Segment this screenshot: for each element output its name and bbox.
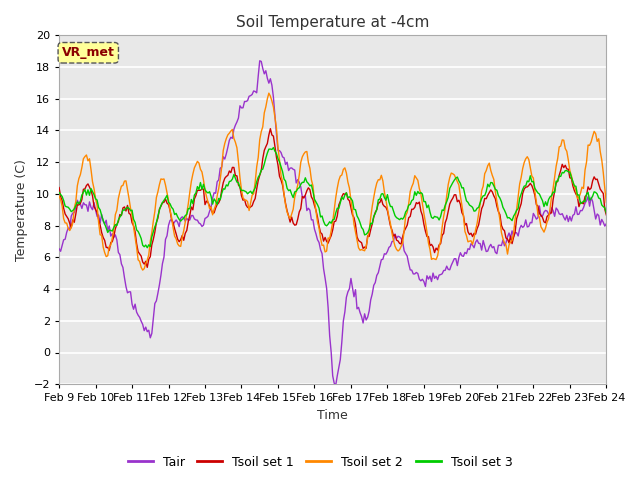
- Legend: Tair, Tsoil set 1, Tsoil set 2, Tsoil set 3: Tair, Tsoil set 1, Tsoil set 2, Tsoil se…: [123, 451, 517, 474]
- Tsoil set 3: [539, 198, 547, 204]
- Tsoil set 2: [55, 193, 63, 199]
- Tair: [332, 382, 340, 388]
- Tsoil set 2: [388, 230, 396, 236]
- Tair: [370, 282, 378, 288]
- Tair: [256, 58, 264, 64]
- Tsoil set 3: [269, 144, 277, 150]
- Tsoil set 1: [55, 185, 63, 191]
- Tsoil set 1: [400, 228, 408, 234]
- Tsoil set 1: [159, 200, 166, 205]
- Tsoil set 1: [70, 219, 78, 225]
- Line: Tair: Tair: [59, 61, 606, 385]
- Tsoil set 2: [602, 200, 610, 205]
- Tsoil set 2: [370, 194, 378, 200]
- Y-axis label: Temperature (C): Temperature (C): [15, 159, 28, 261]
- Tsoil set 1: [143, 264, 151, 270]
- Tsoil set 3: [55, 190, 63, 195]
- Tair: [539, 213, 547, 219]
- Tair: [70, 210, 78, 216]
- Tsoil set 1: [539, 215, 547, 220]
- Title: Soil Temperature at -4cm: Soil Temperature at -4cm: [236, 15, 429, 30]
- Tair: [388, 239, 396, 244]
- Tsoil set 2: [400, 228, 408, 233]
- Line: Tsoil set 2: Tsoil set 2: [59, 93, 606, 270]
- Tsoil set 3: [388, 204, 396, 209]
- Tsoil set 2: [159, 177, 166, 182]
- Line: Tsoil set 1: Tsoil set 1: [59, 129, 606, 267]
- X-axis label: Time: Time: [317, 409, 348, 422]
- Tsoil set 3: [400, 214, 408, 220]
- Tsoil set 2: [539, 227, 547, 232]
- Tair: [400, 248, 408, 253]
- Tsoil set 3: [70, 206, 78, 212]
- Text: VR_met: VR_met: [62, 46, 115, 59]
- Line: Tsoil set 3: Tsoil set 3: [59, 147, 606, 248]
- Tsoil set 3: [159, 200, 166, 205]
- Tsoil set 2: [139, 267, 147, 273]
- Tsoil set 1: [602, 212, 610, 218]
- Tsoil set 3: [602, 210, 610, 216]
- Tsoil set 1: [388, 227, 396, 233]
- Tsoil set 2: [265, 90, 273, 96]
- Tair: [602, 221, 610, 227]
- Tair: [55, 246, 63, 252]
- Tsoil set 1: [266, 126, 274, 132]
- Tair: [157, 272, 164, 278]
- Tsoil set 3: [370, 214, 378, 219]
- Tsoil set 2: [70, 205, 78, 211]
- Tsoil set 3: [143, 245, 151, 251]
- Tsoil set 1: [370, 215, 378, 220]
